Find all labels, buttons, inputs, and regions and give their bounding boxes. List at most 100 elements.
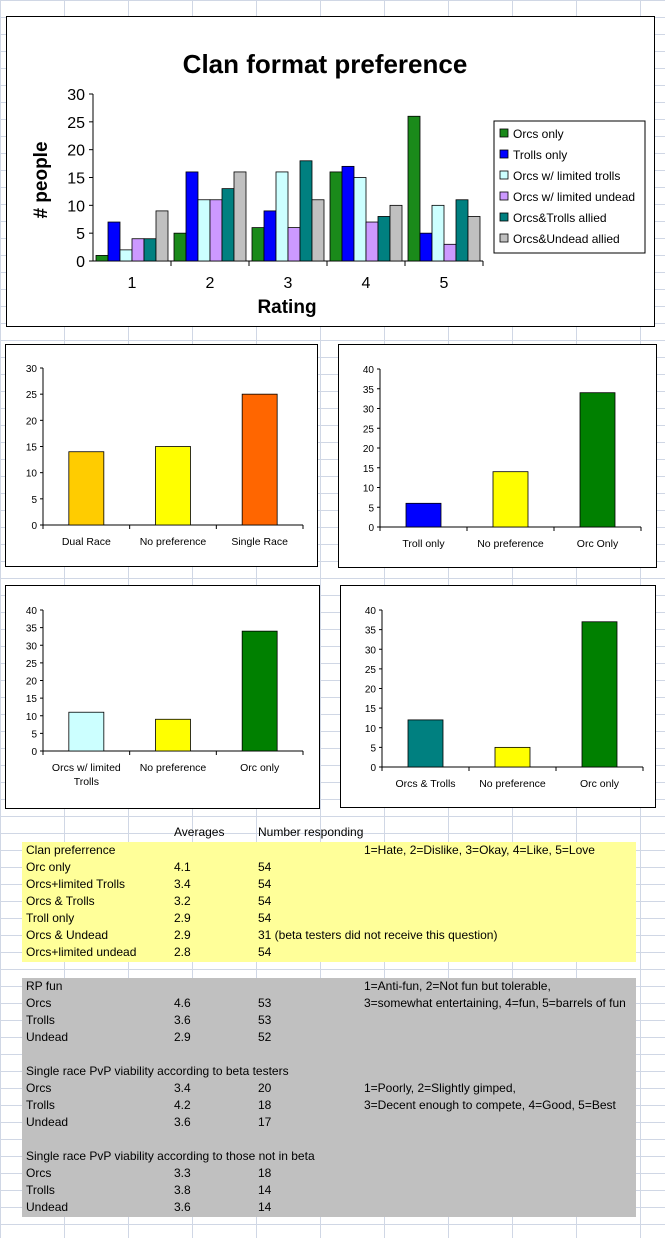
row-avg: 3.2 [174, 894, 191, 908]
main-plot-area: 0 5 10 15 20 25 30 1 2 3 4 5 [67, 87, 484, 292]
bar [68, 711, 105, 752]
legend-box [493, 120, 646, 254]
legend-entry: Orcs&Trolls allied [513, 211, 607, 225]
legend-swatch [499, 170, 509, 180]
row-count: 14 [258, 1183, 272, 1197]
bar [95, 255, 109, 262]
row-avg: 3.3 [174, 1166, 191, 1180]
limited-chart: 0 5 10 15 20 25 30 35 40 Orcs w/ limited Trolls No … [5, 585, 320, 809]
bar [107, 221, 121, 262]
row-count: 54 [258, 860, 272, 874]
y-tick-label: 40 [363, 365, 375, 376]
bar [287, 227, 301, 262]
table-row: Orcs & Undead 2.9 31 (beta testers did not… [22, 927, 636, 944]
row-label: Orcs [26, 1166, 52, 1180]
y-tick-label: 5 [76, 226, 85, 243]
row-avg: 3.4 [174, 1081, 191, 1095]
bar [209, 199, 223, 262]
bar [494, 746, 531, 768]
x-tick-label: 4 [362, 275, 371, 292]
bar [407, 719, 444, 768]
bar [443, 243, 457, 262]
race-chart: 0 5 10 15 20 25 30 Dual Race No preference Single… [5, 344, 318, 567]
row-label: Trolls [26, 1098, 55, 1112]
scale-note: 3=Decent enough to compete, 4=Good, 5=Be… [364, 1098, 616, 1112]
scale-note: 1=Poorly, 2=Slightly gimped, [364, 1081, 516, 1095]
row-label: Undead [26, 1030, 69, 1044]
scale-note: 1=Hate, 2=Dislike, 3=Okay, 4=Like, 5=Lov… [364, 843, 595, 857]
legend-entry: Orcs&Undead allied [513, 232, 620, 246]
bar [311, 199, 325, 262]
legend-entry: Orcs only [513, 127, 564, 141]
legend-swatch [499, 212, 509, 222]
bar [155, 446, 191, 526]
section-title: Single race PvP viability according to b… [26, 1064, 289, 1078]
row-label: Undead [26, 1200, 69, 1214]
row-avg: 4.1 [174, 860, 191, 874]
row-count: 31 (beta testers did not receive this qu… [258, 928, 498, 942]
bar [233, 171, 247, 262]
y-tick-label: 35 [26, 624, 38, 635]
y-tick-label: 35 [365, 626, 377, 637]
responding-header: Number responding [258, 825, 364, 839]
bar [241, 630, 278, 752]
y-tick-label: 35 [363, 385, 375, 396]
row-label: Orc only [26, 860, 71, 874]
y-tick-label: 10 [67, 198, 85, 215]
legend: Orcs only Trolls only Orcs w/ limited trol… [493, 120, 646, 254]
section-title: Clan preferrence [26, 843, 116, 857]
y-tick-label: 5 [370, 743, 376, 754]
bar [389, 204, 403, 262]
x-tick-label: Orc only [240, 762, 280, 774]
x-tick-label: Dual Race [62, 536, 111, 548]
bar [431, 204, 445, 262]
row-count: 54 [258, 877, 272, 891]
x-tick-label: 3 [284, 275, 293, 292]
row-avg: 2.9 [174, 1030, 191, 1044]
y-tick-label: 0 [31, 747, 37, 758]
row-label: Troll only [26, 911, 75, 925]
row-avg: 3.6 [174, 1013, 191, 1027]
rpfun-section: RP fun 1=Anti-fun, 2=Not fun but tolerab… [22, 978, 636, 1046]
table-row: Orcs & Trolls 3.2 54 [22, 893, 636, 910]
preference-section: Clan preferrence 1=Hate, 2=Dislike, 3=Ok… [22, 842, 636, 961]
y-tick-label: 20 [363, 444, 375, 455]
row-avg: 2.8 [174, 945, 191, 959]
row-count: 18 [258, 1166, 272, 1180]
race-chart-svg: 0 5 10 15 20 25 30 Dual Race No preference Single… [26, 364, 304, 548]
row-label: Orcs+limited Trolls [26, 877, 126, 891]
row-label: Orcs [26, 996, 52, 1010]
nonbeta-section: Single race PvP viability according to t… [22, 1148, 636, 1216]
row-count: 53 [258, 1013, 272, 1027]
y-tick-label: 40 [26, 606, 38, 617]
x-tick-label: 5 [440, 275, 449, 292]
row-label: Orcs+limited undead [26, 945, 137, 959]
bar [341, 165, 355, 262]
x-tick-label: No preference [140, 536, 207, 548]
x-tick-label: No preference [140, 762, 207, 774]
row-count: 20 [258, 1081, 272, 1095]
y-tick-label: 15 [26, 694, 38, 705]
bar [299, 160, 313, 262]
y-tick-label: 0 [31, 521, 37, 532]
legend-entry: Trolls only [513, 148, 567, 162]
y-tick-label: 15 [363, 464, 375, 475]
bar [492, 471, 529, 528]
main-chart: Clan format preference # people Rating 0… [6, 16, 655, 327]
x-tick-label: Single Race [231, 536, 288, 548]
x-tick-label: Troll only [402, 538, 445, 550]
bar [119, 249, 133, 262]
y-tick-label: 20 [67, 143, 85, 160]
section-title: RP fun [26, 979, 63, 993]
bar [377, 216, 391, 262]
y-tick-label: 20 [365, 685, 377, 696]
bar [155, 718, 191, 752]
table-row: Orcs 3.4 20 1=Poorly, 2=Slightly gimped, [22, 1080, 636, 1097]
y-tick-label: 15 [67, 171, 85, 188]
y-tick-label: 30 [363, 405, 375, 416]
row-avg: 4.2 [174, 1098, 191, 1112]
troll-chart: 0 5 10 15 20 25 30 35 40 Troll only No preference O… [338, 344, 657, 568]
stats-band [22, 978, 636, 1217]
legend-entry: Orcs w/ limited trolls [513, 169, 620, 183]
row-label: Undead [26, 1115, 69, 1129]
